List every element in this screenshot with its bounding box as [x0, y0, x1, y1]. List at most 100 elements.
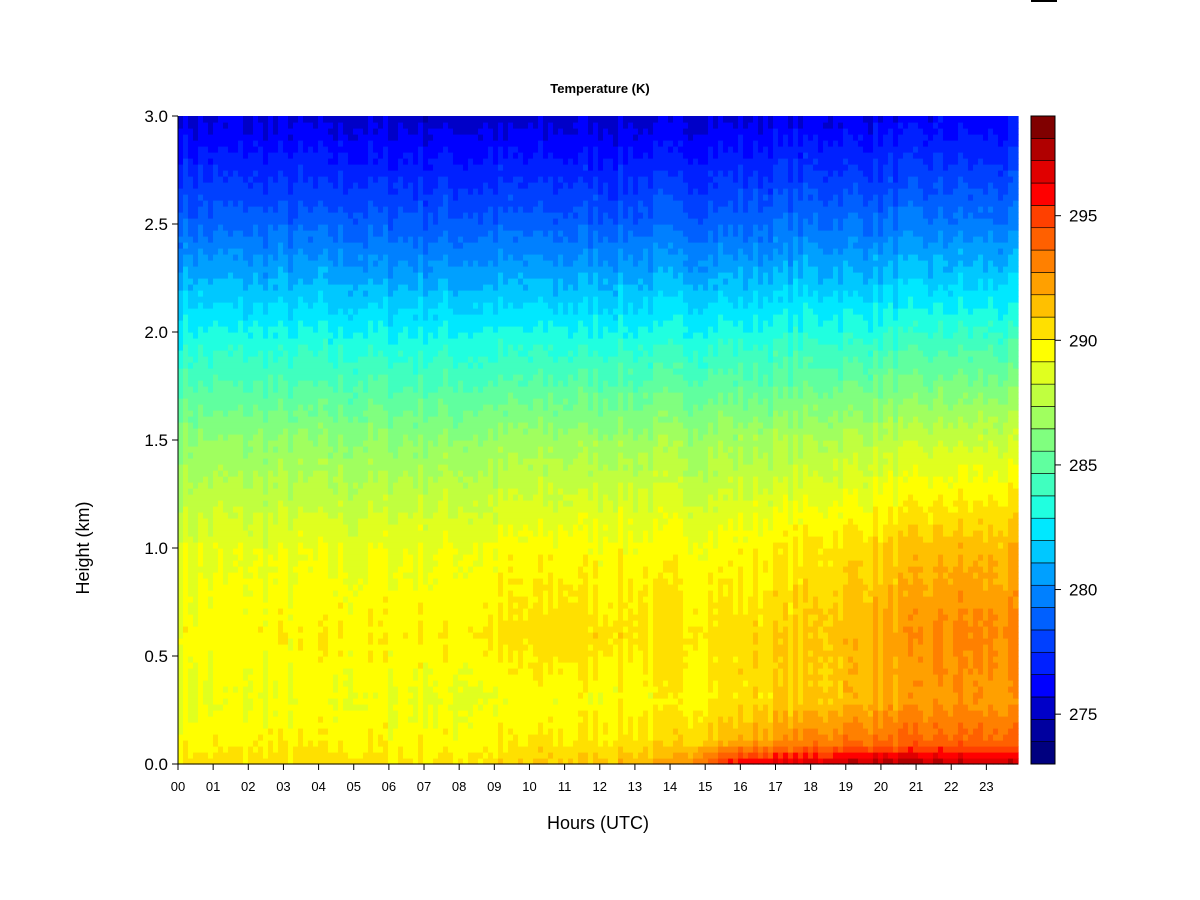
- heatmap-cell: [403, 146, 409, 153]
- heatmap-cell: [338, 662, 344, 669]
- heatmap-cell: [353, 734, 359, 741]
- heatmap-cell: [388, 368, 394, 375]
- heatmap-cell: [188, 692, 194, 699]
- heatmap-cell: [278, 488, 284, 495]
- heatmap-cell: [238, 662, 244, 669]
- heatmap-cell: [313, 302, 319, 309]
- heatmap-cell: [368, 410, 374, 417]
- heatmap-cell: [388, 500, 394, 507]
- heatmap-cell: [398, 326, 404, 333]
- heatmap-cell: [363, 518, 369, 525]
- heatmap-cell: [363, 296, 369, 303]
- heatmap-cell: [238, 464, 244, 471]
- heatmap-cell: [333, 422, 339, 429]
- heatmap-cell: [408, 680, 414, 687]
- heatmap-cell: [323, 686, 329, 693]
- heatmap-cell: [378, 260, 384, 267]
- heatmap-cell: [243, 608, 249, 615]
- heatmap-cell: [278, 236, 284, 243]
- heatmap-cell: [203, 362, 209, 369]
- heatmap-cell: [238, 548, 244, 555]
- heatmap-cell: [298, 728, 304, 735]
- heatmap-cell: [243, 302, 249, 309]
- heatmap-cell: [298, 554, 304, 561]
- heatmap-cell: [383, 698, 389, 705]
- heatmap-cell: [373, 590, 379, 597]
- heatmap-cell: [238, 374, 244, 381]
- heatmap-cell: [318, 704, 324, 711]
- heatmap-cell: [178, 728, 184, 735]
- heatmap-cell: [233, 524, 239, 531]
- heatmap-cell: [248, 554, 254, 561]
- heatmap-cell: [353, 686, 359, 693]
- heatmap-cell: [363, 140, 369, 147]
- heatmap-cell: [408, 734, 414, 741]
- heatmap-cell: [223, 170, 229, 177]
- heatmap-cell: [323, 758, 329, 765]
- heatmap-cell: [258, 278, 264, 285]
- heatmap-cell: [193, 536, 199, 543]
- heatmap-cell: [218, 350, 224, 357]
- heatmap-cell: [338, 632, 344, 639]
- heatmap-cell: [213, 248, 219, 255]
- heatmap-cell: [398, 260, 404, 267]
- heatmap-cell: [343, 740, 349, 747]
- heatmap-cell: [383, 356, 389, 363]
- heatmap-cell: [368, 158, 374, 165]
- heatmap-cell: [348, 398, 354, 405]
- heatmap-cell: [333, 350, 339, 357]
- heatmap-cell: [348, 542, 354, 549]
- heatmap-cell: [358, 488, 364, 495]
- heatmap-cell: [243, 584, 249, 591]
- heatmap-cell: [288, 752, 294, 759]
- heatmap-cell: [233, 560, 239, 567]
- heatmap-cell: [353, 332, 359, 339]
- heatmap-cell: [228, 320, 234, 327]
- heatmap-cell: [248, 638, 254, 645]
- heatmap-cell: [183, 308, 189, 315]
- heatmap-cell: [233, 344, 239, 351]
- heatmap-cell: [253, 374, 259, 381]
- heatmap-cell: [278, 422, 284, 429]
- heatmap-cell: [378, 248, 384, 255]
- heatmap-cell: [333, 614, 339, 621]
- heatmap-cell: [208, 194, 214, 201]
- heatmap-cell: [183, 134, 189, 141]
- heatmap-cell: [348, 248, 354, 255]
- heatmap-cell: [273, 200, 279, 207]
- heatmap-cell: [378, 446, 384, 453]
- heatmap-cell: [373, 746, 379, 753]
- heatmap-cell: [228, 494, 234, 501]
- heatmap-cell: [178, 374, 184, 381]
- heatmap-cell: [243, 710, 249, 717]
- heatmap-cell: [288, 590, 294, 597]
- heatmap-cell: [398, 638, 404, 645]
- heatmap-cell: [178, 440, 184, 447]
- heatmap-cell: [243, 656, 249, 663]
- heatmap-cell: [353, 632, 359, 639]
- heatmap-cell: [393, 536, 399, 543]
- heatmap-cell: [343, 728, 349, 735]
- heatmap-cell: [313, 188, 319, 195]
- heatmap-cell: [218, 224, 224, 231]
- heatmap-cell: [218, 662, 224, 669]
- heatmap-cell: [318, 260, 324, 267]
- heatmap-cell: [233, 758, 239, 765]
- heatmap-cell: [333, 548, 339, 555]
- heatmap-cell: [348, 674, 354, 681]
- heatmap-cell: [213, 614, 219, 621]
- heatmap-cell: [198, 596, 204, 603]
- heatmap-cell: [298, 122, 304, 129]
- heatmap-cell: [218, 650, 224, 657]
- heatmap-cell: [223, 122, 229, 129]
- heatmap-cell: [273, 536, 279, 543]
- heatmap-cell: [263, 200, 269, 207]
- heatmap-cell: [308, 740, 314, 747]
- heatmap-cell: [178, 722, 184, 729]
- heatmap-cell: [178, 338, 184, 345]
- heatmap-cell: [198, 608, 204, 615]
- heatmap-cell: [283, 278, 289, 285]
- heatmap-cell: [253, 224, 259, 231]
- heatmap-cell: [378, 272, 384, 279]
- heatmap-cell: [293, 422, 299, 429]
